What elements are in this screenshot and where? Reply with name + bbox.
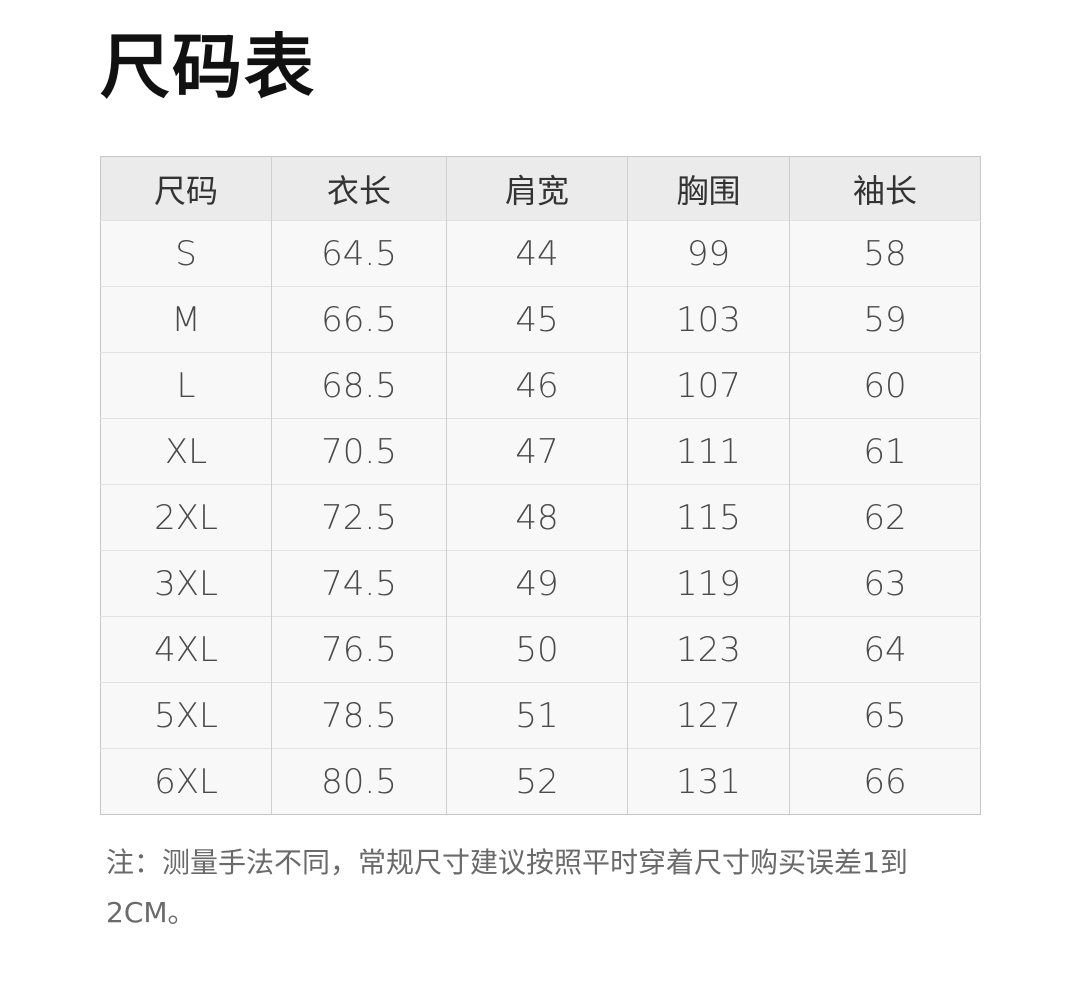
table-cell: 70.5	[271, 418, 447, 485]
table-cell: 52	[446, 748, 628, 815]
table-cell: 5XL	[100, 682, 272, 749]
table-cell: 60	[789, 352, 981, 419]
table-row: S 64.5 44 99 58	[100, 220, 981, 287]
table-header-row: 尺码 衣长 肩宽 胸围 袖长	[100, 156, 981, 221]
table-cell: 115	[627, 484, 790, 551]
table-cell: 64.5	[271, 220, 447, 287]
table-row: 2XL 72.5 48 115 62	[100, 484, 981, 551]
table-cell: 80.5	[271, 748, 447, 815]
table-cell: L	[100, 352, 272, 419]
size-table: 尺码 衣长 肩宽 胸围 袖长 S 64.5 44 99 58 M 66.5 45 103 59 L 68.5 4…	[100, 156, 981, 815]
table-cell: 99	[627, 220, 790, 287]
table-row: 4XL 76.5 50 123 64	[100, 616, 981, 683]
table-cell: 48	[446, 484, 628, 551]
table-cell: 51	[446, 682, 628, 749]
table-cell: 59	[789, 286, 981, 353]
table-cell: 47	[446, 418, 628, 485]
table-cell: 66	[789, 748, 981, 815]
table-cell: 61	[789, 418, 981, 485]
table-cell: 45	[446, 286, 628, 353]
page-title: 尺码表	[100, 26, 316, 108]
column-header: 肩宽	[446, 156, 628, 221]
table-row: L 68.5 46 107 60	[100, 352, 981, 419]
table-row: XL 70.5 47 111 61	[100, 418, 981, 485]
table-cell: 46	[446, 352, 628, 419]
column-header: 衣长	[271, 156, 447, 221]
table-cell: 3XL	[100, 550, 272, 617]
table-cell: 44	[446, 220, 628, 287]
column-header: 胸围	[627, 156, 790, 221]
table-cell: S	[100, 220, 272, 287]
table-cell: 2XL	[100, 484, 272, 551]
table-row: 6XL 80.5 52 131 66	[100, 748, 981, 815]
table-cell: 74.5	[271, 550, 447, 617]
table-row: 3XL 74.5 49 119 63	[100, 550, 981, 617]
table-cell: 66.5	[271, 286, 447, 353]
table-cell: 78.5	[271, 682, 447, 749]
table-cell: 4XL	[100, 616, 272, 683]
table-cell: 123	[627, 616, 790, 683]
table-cell: 76.5	[271, 616, 447, 683]
table-cell: 64	[789, 616, 981, 683]
table-cell: 72.5	[271, 484, 447, 551]
table-cell: 65	[789, 682, 981, 749]
table-row: 5XL 78.5 51 127 65	[100, 682, 981, 749]
size-note: 注：测量手法不同，常规尺寸建议按照平时穿着尺寸购买误差1到2CM。	[106, 846, 908, 929]
table-cell: 63	[789, 550, 981, 617]
table-cell: 68.5	[271, 352, 447, 419]
table-cell: 127	[627, 682, 790, 749]
table-cell: 50	[446, 616, 628, 683]
column-header: 袖长	[789, 156, 981, 221]
table-cell: 6XL	[100, 748, 272, 815]
table-cell: 131	[627, 748, 790, 815]
table-cell: 62	[789, 484, 981, 551]
table-cell: M	[100, 286, 272, 353]
table-cell: 111	[627, 418, 790, 485]
table-cell: 103	[627, 286, 790, 353]
table-cell: 119	[627, 550, 790, 617]
table-cell: XL	[100, 418, 272, 485]
column-header: 尺码	[100, 156, 272, 221]
table-cell: 58	[789, 220, 981, 287]
table-cell: 107	[627, 352, 790, 419]
table-cell: 49	[446, 550, 628, 617]
table-row: M 66.5 45 103 59	[100, 286, 981, 353]
